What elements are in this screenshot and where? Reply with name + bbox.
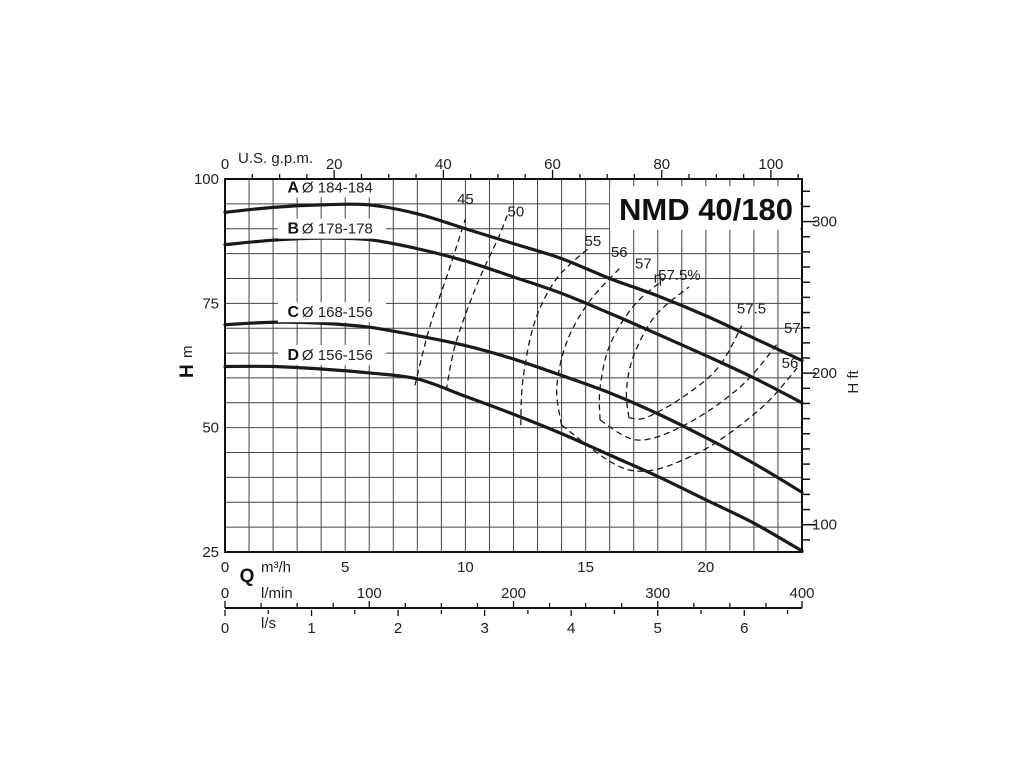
curve-label-letter: B bbox=[288, 221, 300, 238]
efficiency-loop-56 bbox=[561, 367, 798, 472]
lmin-axis-unit: l/min bbox=[261, 585, 293, 602]
ls-tick-label: 0 bbox=[221, 620, 229, 637]
x-top-tick-label: 40 bbox=[435, 156, 452, 173]
curve-label-diameter: Ø 168-156 bbox=[302, 304, 373, 321]
curve-label-bg bbox=[277, 177, 386, 198]
y-tick-label: 100 bbox=[194, 171, 219, 188]
ls-tick-label: 2 bbox=[394, 620, 402, 637]
efficiency-label: 56 bbox=[611, 244, 628, 261]
curve-label-bg bbox=[277, 345, 386, 366]
efficiency-contour-57 bbox=[598, 277, 666, 421]
ls-tick-label: 3 bbox=[480, 620, 488, 637]
efficiency-label: 50 bbox=[508, 203, 525, 220]
efficiency-contour-56 bbox=[556, 268, 620, 426]
y-axis-title: H bbox=[177, 364, 198, 378]
ls-tick-label: 5 bbox=[654, 620, 662, 637]
x-top-tick-label: 100 bbox=[758, 156, 783, 173]
efficiency-label: 45 bbox=[457, 191, 474, 208]
ls-tick-label: 6 bbox=[740, 620, 748, 637]
efficiency-label: 57.5% bbox=[658, 267, 701, 284]
curve-label-diameter: Ø 178-178 bbox=[302, 221, 373, 238]
ls-axis-unit: l/s bbox=[261, 615, 276, 632]
chart-title: NMD 40/180 bbox=[619, 192, 793, 227]
x-top-tick-label: 60 bbox=[544, 156, 561, 173]
y-axis-unit: m bbox=[179, 346, 196, 359]
curve-label-letter: A bbox=[288, 179, 300, 196]
x-tick-label: 20 bbox=[697, 559, 714, 576]
curve-label-letter: C bbox=[288, 304, 300, 321]
title-bg bbox=[610, 186, 800, 230]
efficiency-contours: 45 50 55 56 57 57.5% 57.5 57 56 η bbox=[414, 191, 801, 472]
y-right-axis-title: H ft bbox=[845, 370, 862, 394]
y-tick-label: 25 bbox=[202, 544, 219, 561]
head-curve-c bbox=[223, 320, 804, 494]
lmin-tick-label: 100 bbox=[357, 585, 382, 602]
efficiency-contour-45 bbox=[414, 218, 467, 386]
head-curve-a bbox=[223, 202, 804, 363]
lmin-tick-label: 400 bbox=[789, 585, 814, 602]
x-tick-label: 15 bbox=[577, 559, 594, 576]
efficiency-contour-55 bbox=[520, 248, 589, 426]
x-top-tick-label: 0 bbox=[221, 156, 229, 173]
lmin-tick-label: 300 bbox=[645, 585, 670, 602]
efficiency-label: 55 bbox=[584, 233, 601, 250]
plot-frame bbox=[224, 170, 816, 616]
ls-tick-label: 1 bbox=[307, 620, 315, 637]
x-top-tick-label: 80 bbox=[653, 156, 670, 173]
lmin-tick-label: 200 bbox=[501, 585, 526, 602]
head-curve-d bbox=[223, 364, 804, 553]
efficiency-symbol: η bbox=[654, 269, 662, 286]
x-axis-letter: Q bbox=[240, 566, 255, 587]
y-tick-label: 75 bbox=[202, 295, 219, 312]
curve-label-diameter: Ø 184-184 bbox=[302, 179, 373, 196]
ls-tick-label: 4 bbox=[567, 620, 575, 637]
y-right-tick-label: 100 bbox=[812, 517, 837, 534]
lmin-tick-label: 0 bbox=[221, 585, 229, 602]
efficiency-contour-50 bbox=[445, 211, 510, 391]
y-right-tick-label: 300 bbox=[812, 214, 837, 231]
x-tick-label: 5 bbox=[341, 559, 349, 576]
efficiency-contour-57.5 bbox=[625, 286, 690, 418]
efficiency-loop-57.5 bbox=[628, 325, 743, 420]
efficiency-loop-57 bbox=[599, 342, 779, 441]
y-right-tick-label: 200 bbox=[812, 365, 837, 382]
plot-border bbox=[224, 178, 803, 553]
efficiency-label: 56 bbox=[782, 355, 799, 372]
y-tick-label: 50 bbox=[202, 420, 219, 437]
efficiency-label: 57.5 bbox=[737, 300, 766, 317]
efficiency-label: 57 bbox=[635, 256, 652, 273]
curve-label-bg bbox=[277, 218, 386, 239]
x-top-tick-label: 20 bbox=[326, 156, 343, 173]
curve-label-letter: D bbox=[288, 347, 300, 364]
efficiency-label: 57 bbox=[784, 320, 801, 337]
x-axis-unit: m³/h bbox=[261, 559, 291, 576]
x-tick-label: 10 bbox=[457, 559, 474, 576]
curve-label-diameter: Ø 156-156 bbox=[302, 347, 373, 364]
curve-label-bg bbox=[277, 302, 386, 323]
x-top-axis-title: U.S. g.p.m. bbox=[238, 150, 313, 167]
x-tick-label: 0 bbox=[221, 559, 229, 576]
